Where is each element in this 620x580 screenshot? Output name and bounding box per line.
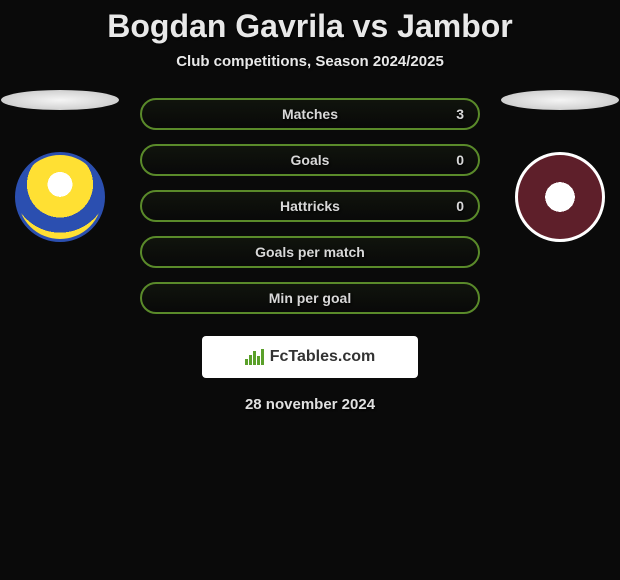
branding-text: FcTables.com [270,348,376,366]
player-left-column [0,90,120,242]
date-line: 28 november 2024 [0,396,620,413]
club-logo-right [515,152,605,242]
branding-badge[interactable]: FcTables.com [202,336,418,378]
player-right-photo [501,90,619,110]
stat-rows: Matches 3 Goals 0 Hattricks 0 Goals per … [140,98,480,314]
stat-right-value: 0 [456,198,464,214]
stat-label: Min per goal [269,290,351,306]
player-right-column [500,90,620,242]
stat-row-goals-per-match: Goals per match [140,236,480,268]
stat-label: Matches [282,106,338,122]
page-title: Bogdan Gavrila vs Jambor [0,8,620,45]
bar-chart-icon [245,349,264,365]
stat-row-hattricks: Hattricks 0 [140,190,480,222]
stat-row-min-per-goal: Min per goal [140,282,480,314]
stat-label: Goals [291,152,330,168]
stat-right-value: 0 [456,152,464,168]
stat-row-goals: Goals 0 [140,144,480,176]
stat-label: Goals per match [255,244,365,260]
comparison-card: Bogdan Gavrila vs Jambor Club competitio… [0,0,620,413]
subtitle: Club competitions, Season 2024/2025 [0,53,620,70]
stat-label: Hattricks [280,198,340,214]
club-logo-left [15,152,105,242]
stat-right-value: 3 [456,106,464,122]
stat-row-matches: Matches 3 [140,98,480,130]
stats-area: Matches 3 Goals 0 Hattricks 0 Goals per … [0,98,620,413]
player-left-photo [1,90,119,110]
